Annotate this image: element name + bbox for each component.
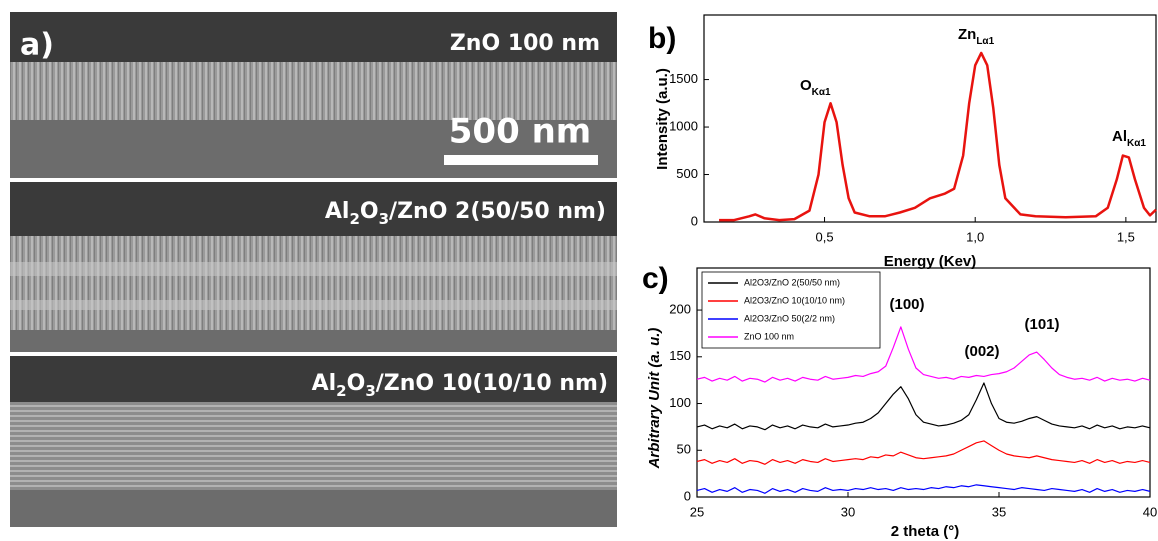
sem-film: [10, 62, 617, 120]
legend-label: Al2O3/ZnO 2(50/50 nm): [744, 277, 840, 287]
sem-substrate: [10, 120, 617, 178]
annotation: (100): [889, 296, 924, 313]
y-tick-label: 150: [669, 348, 691, 363]
plot: 0,5 1,0 1,5 0 500 1000 1500: [669, 14, 1157, 244]
x-tick-label: 40: [1143, 504, 1157, 519]
annotation: OKα1: [800, 77, 831, 98]
data-line: [696, 440, 1151, 465]
label-sub: 2: [349, 210, 359, 228]
y-tick-label: 50: [677, 442, 691, 457]
annotation-text: Al: [1112, 128, 1127, 145]
y-tick-label: 0: [684, 488, 691, 503]
y-tick-label: 200: [669, 301, 691, 316]
sem-panel: a) 500 nm ZnO 100 nm Al2O3/ZnO 2(50/50 n…: [10, 12, 617, 527]
data-line: [696, 382, 1151, 431]
y-tick-label: 1000: [669, 118, 698, 133]
data-line: [719, 51, 1157, 222]
label-part: ZnO 100 nm: [450, 31, 600, 56]
data-line: [696, 484, 1151, 494]
legend-label: Al2O3/ZnO 50(2/2 nm): [744, 313, 835, 323]
label-sub: 3: [379, 210, 389, 228]
image-label: ZnO 100 nm: [450, 31, 600, 56]
legend-label: Al2O3/ZnO 10(10/10 nm): [744, 295, 845, 305]
y-tick-label: 500: [676, 166, 698, 181]
y-axis-label: Arbitrary Unit (a. u.): [646, 328, 663, 470]
data-line: [696, 326, 1151, 383]
y-tick-label: 0: [691, 213, 698, 228]
annotation-text: Zn: [958, 26, 976, 43]
label-part: O: [360, 199, 379, 224]
panel-label: c): [642, 262, 669, 295]
label-part: /ZnO 2(50/50 nm): [389, 199, 606, 224]
legend-label: ZnO 100 nm: [744, 331, 794, 341]
label-part: Al: [312, 371, 337, 396]
x-tick-label: 25: [690, 504, 704, 519]
sem-layer: [10, 262, 617, 276]
annotation-sub: Kα1: [812, 87, 831, 98]
x-tick-label: 1,0: [966, 229, 984, 244]
annotation: (002): [964, 343, 999, 360]
annotation: ZnLα1: [958, 26, 995, 47]
x-tick-label: 0,5: [815, 229, 833, 244]
annotation: (101): [1024, 316, 1059, 333]
label-sub: 2: [336, 382, 346, 400]
x-tick-label: 30: [841, 504, 855, 519]
y-tick-label: 1500: [669, 71, 698, 86]
y-tick-label: 100: [669, 395, 691, 410]
annotation: AlKα1: [1112, 128, 1146, 149]
label-part: Al: [325, 199, 350, 224]
annotation-sub: Kα1: [1127, 138, 1146, 149]
panel-label: b): [648, 22, 676, 55]
legend-frame: [701, 271, 881, 349]
y-axis-label: Intensity (a.u.): [654, 68, 671, 170]
sem-layer: [10, 300, 617, 310]
scale-bar: [444, 155, 598, 165]
sem-substrate: [10, 330, 617, 352]
annotation-text: O: [800, 77, 812, 94]
scale-label: 500 nm: [449, 112, 591, 152]
image-label: Al2O3/ZnO 10(10/10 nm): [312, 371, 608, 400]
x-tick-label: 1,5: [1117, 229, 1135, 244]
label-part: O: [347, 371, 366, 396]
label-sub: 3: [365, 382, 375, 400]
plot: 25 30 35 40 0 50 100 150 200 Al2O3/ZnO 2(50/50 nm…: [669, 267, 1157, 519]
x-axis-label: 2 theta (°): [891, 523, 960, 540]
x-tick-label: 35: [992, 504, 1006, 519]
x-axis-label: Energy (Kev): [884, 253, 977, 270]
sem-film: [10, 236, 617, 330]
plot-frame: [703, 14, 1157, 223]
label-part: /ZnO 10(10/10 nm): [376, 371, 608, 396]
panel-label: a): [20, 28, 54, 63]
annotation-sub: Lα1: [976, 36, 994, 47]
image-label: Al2O3/ZnO 2(50/50 nm): [325, 199, 606, 228]
sem-film: [10, 402, 617, 490]
sem-substrate: [10, 490, 617, 527]
plot-frame: [696, 267, 1151, 498]
